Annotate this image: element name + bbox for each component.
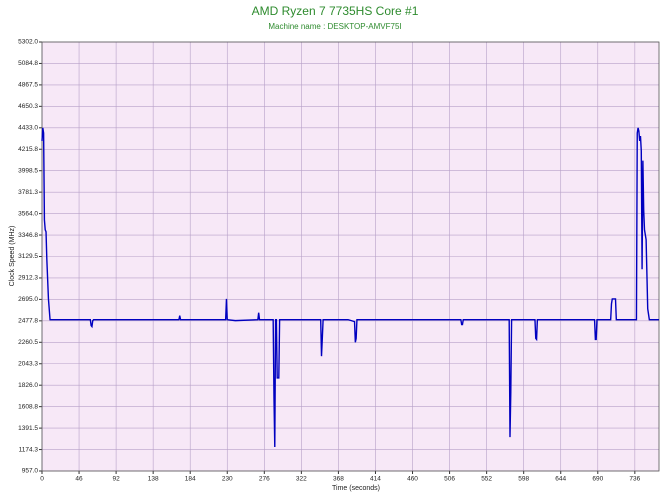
x-tick-label: 46 — [75, 476, 83, 483]
chart-subtitle: Machine name : DESKTOP-AMVF75I — [268, 22, 401, 31]
data-line — [41, 127, 659, 448]
y-tick-label: 1391.5 — [18, 425, 38, 432]
y-tick-label: 5084.8 — [18, 60, 38, 67]
y-tick-label: 957.0 — [22, 468, 39, 475]
x-tick-label: 506 — [444, 476, 455, 483]
y-tick-label: 3998.5 — [18, 167, 38, 174]
x-tick-label: 552 — [481, 476, 492, 483]
x-tick-label: 736 — [629, 476, 640, 483]
y-tick-label: 2912.3 — [18, 275, 38, 282]
y-tick-label: 5302.0 — [18, 39, 38, 46]
x-axis-label: Time (seconds) — [332, 485, 380, 492]
chart-title: AMD Ryzen 7 7735HS Core #1 — [252, 4, 419, 18]
y-tick-label: 2477.8 — [18, 318, 38, 325]
y-tick-label: 3781.3 — [18, 189, 38, 196]
x-tick-label: 184 — [185, 476, 196, 483]
x-tick-label: 414 — [370, 476, 381, 483]
y-tick-label: 2260.5 — [18, 339, 38, 346]
x-tick-label: 230 — [222, 476, 233, 483]
y-tick-label: 2695.0 — [18, 296, 38, 303]
x-tick-label: 644 — [555, 476, 566, 483]
x-tick-label: 138 — [148, 476, 159, 483]
x-tick-label: 92 — [112, 476, 120, 483]
x-tick-label: 598 — [518, 476, 529, 483]
x-tick-label: 368 — [333, 476, 344, 483]
plot-border — [41, 41, 660, 472]
y-tick-label: 1174.3 — [19, 446, 39, 453]
y-tick-label: 3564.0 — [18, 210, 38, 217]
y-axis-label: Clock Speed (MHz) — [9, 226, 16, 287]
y-tick-label: 2043.3 — [18, 360, 38, 367]
y-tick-label: 4215.8 — [18, 146, 38, 153]
x-tick-label: 276 — [259, 476, 270, 483]
y-tick-label: 1826.0 — [18, 382, 38, 389]
y-tick-label: 3129.5 — [18, 253, 38, 260]
y-tick-label: 4433.0 — [18, 125, 38, 132]
y-tick-label: 3346.8 — [18, 232, 38, 239]
x-tick-label: 690 — [592, 476, 603, 483]
x-tick-label: 322 — [296, 476, 307, 483]
y-tick-label: 4867.5 — [18, 82, 38, 89]
x-tick-label: 460 — [407, 476, 418, 483]
y-tick-label: 4650.3 — [18, 103, 38, 110]
x-tick-label: 0 — [40, 476, 44, 483]
y-tick-label: 1608.8 — [18, 403, 38, 410]
